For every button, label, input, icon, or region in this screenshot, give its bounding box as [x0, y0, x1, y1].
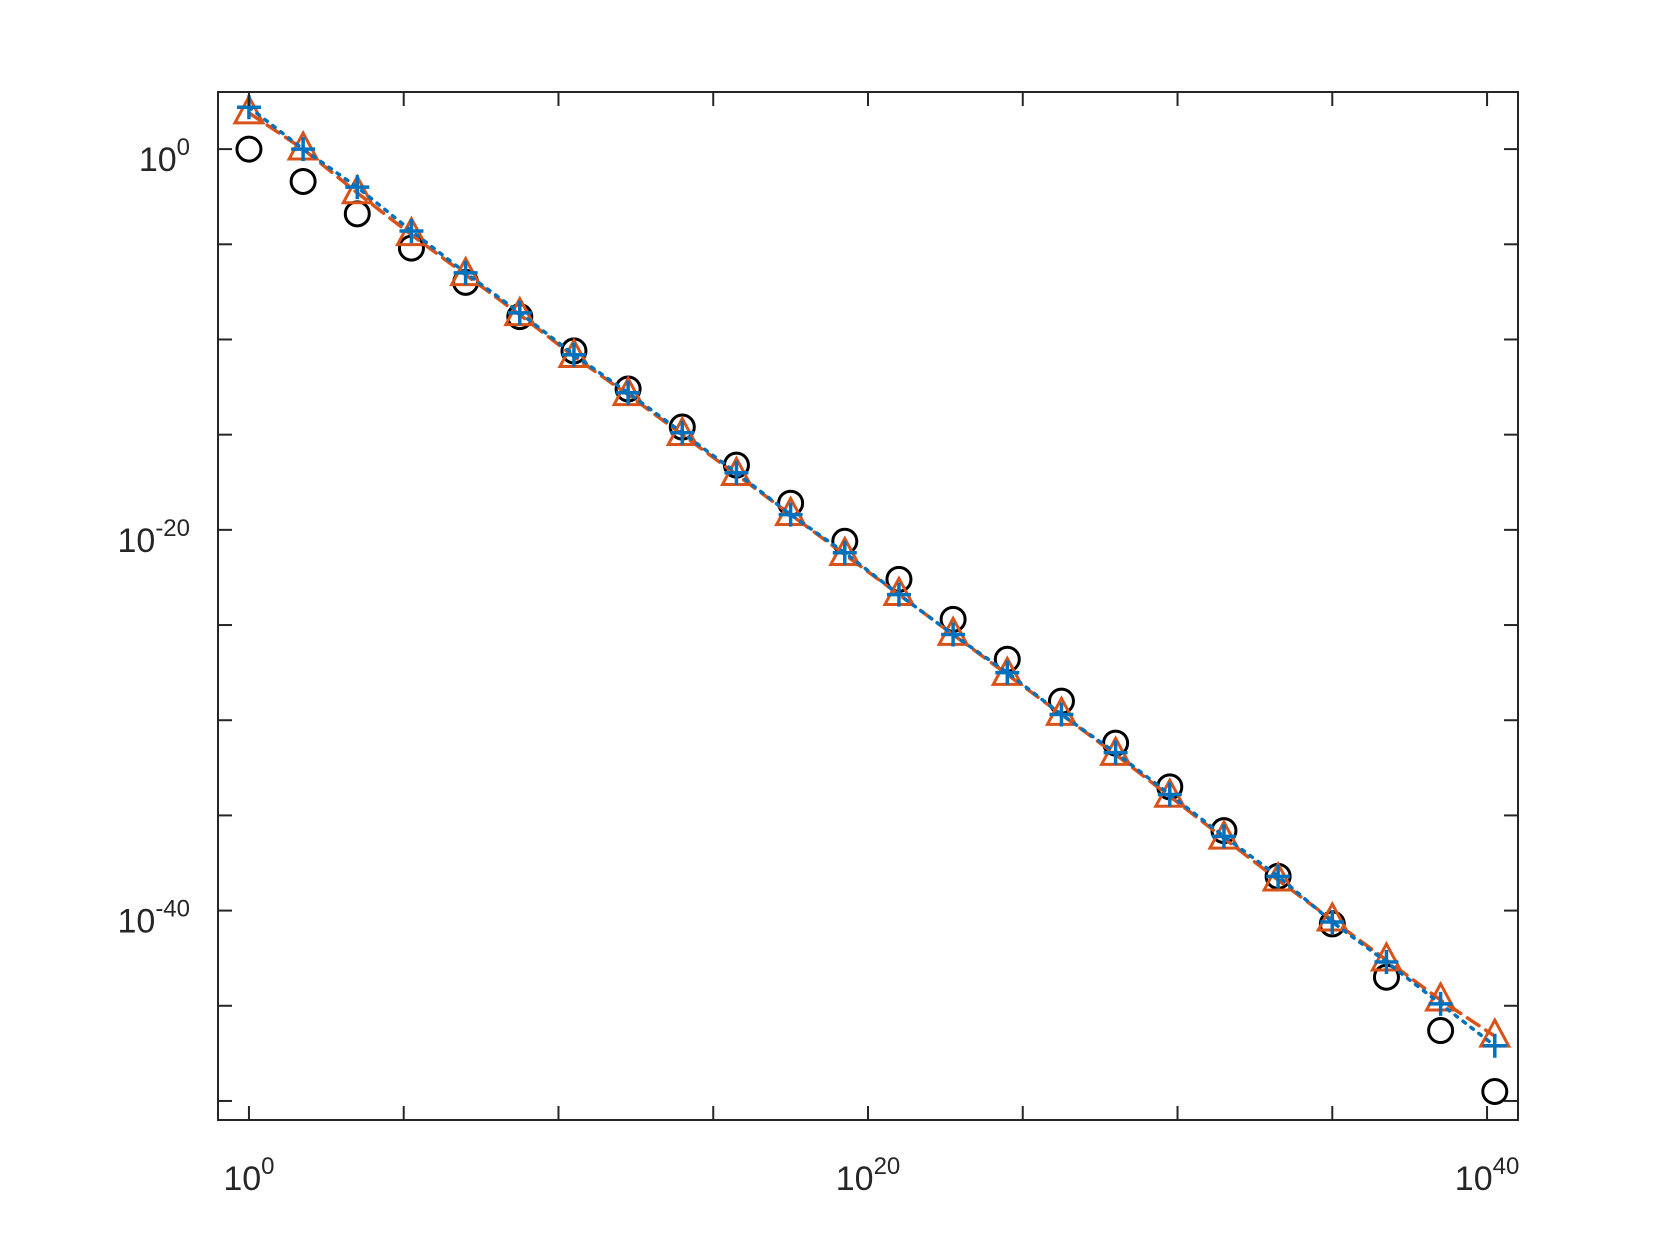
data-point-plus — [561, 342, 586, 367]
axes-box — [217, 91, 1519, 1121]
y-tick-label: 100 — [139, 134, 190, 179]
data-point-circle — [235, 135, 263, 163]
y-tick-label: 10-40 — [117, 896, 190, 941]
series-line — [247, 105, 1497, 1048]
data-point-circle — [1427, 1017, 1455, 1045]
data-point-plus — [616, 380, 641, 405]
data-point-plus — [1320, 910, 1345, 935]
data-point-plus — [399, 218, 424, 243]
data-point-plus — [1157, 782, 1182, 807]
data-point-plus — [995, 660, 1020, 685]
data-point-plus — [941, 622, 966, 647]
data-point-plus — [453, 260, 478, 285]
data-point-plus — [1482, 1033, 1507, 1058]
data-point-plus — [886, 582, 911, 607]
data-point-plus — [1211, 824, 1236, 849]
data-point-plus — [291, 137, 316, 162]
data-point-plus — [832, 540, 857, 565]
data-point-circle — [289, 167, 317, 195]
data-point-triangle — [232, 93, 266, 125]
data-point-plus — [778, 502, 803, 527]
series-layer — [232, 93, 1512, 1105]
axes-layer: 100 1020 1040 100 10-20 10-40 — [117, 91, 1520, 1198]
data-point-plus — [1049, 702, 1074, 727]
data-point-plus — [507, 300, 532, 325]
data-point-plus — [1266, 864, 1291, 889]
x-tick-label: 1040 — [1455, 1153, 1520, 1198]
data-point-plus — [1103, 740, 1128, 765]
plot-area — [218, 92, 1518, 1120]
data-point-plus — [345, 175, 370, 200]
y-tick-label: 10-20 — [117, 515, 190, 560]
data-point-plus — [670, 420, 695, 445]
x-tick-label: 100 — [223, 1153, 274, 1198]
data-point-circle — [1481, 1077, 1509, 1105]
series-plus — [236, 95, 1507, 1058]
data-point-plus — [1374, 949, 1399, 974]
plot-background — [218, 92, 1518, 1120]
x-tick-label: 1020 — [836, 1153, 901, 1198]
data-point-plus — [724, 460, 749, 485]
data-point-triangle — [340, 173, 374, 205]
data-point-plus — [1428, 991, 1453, 1016]
